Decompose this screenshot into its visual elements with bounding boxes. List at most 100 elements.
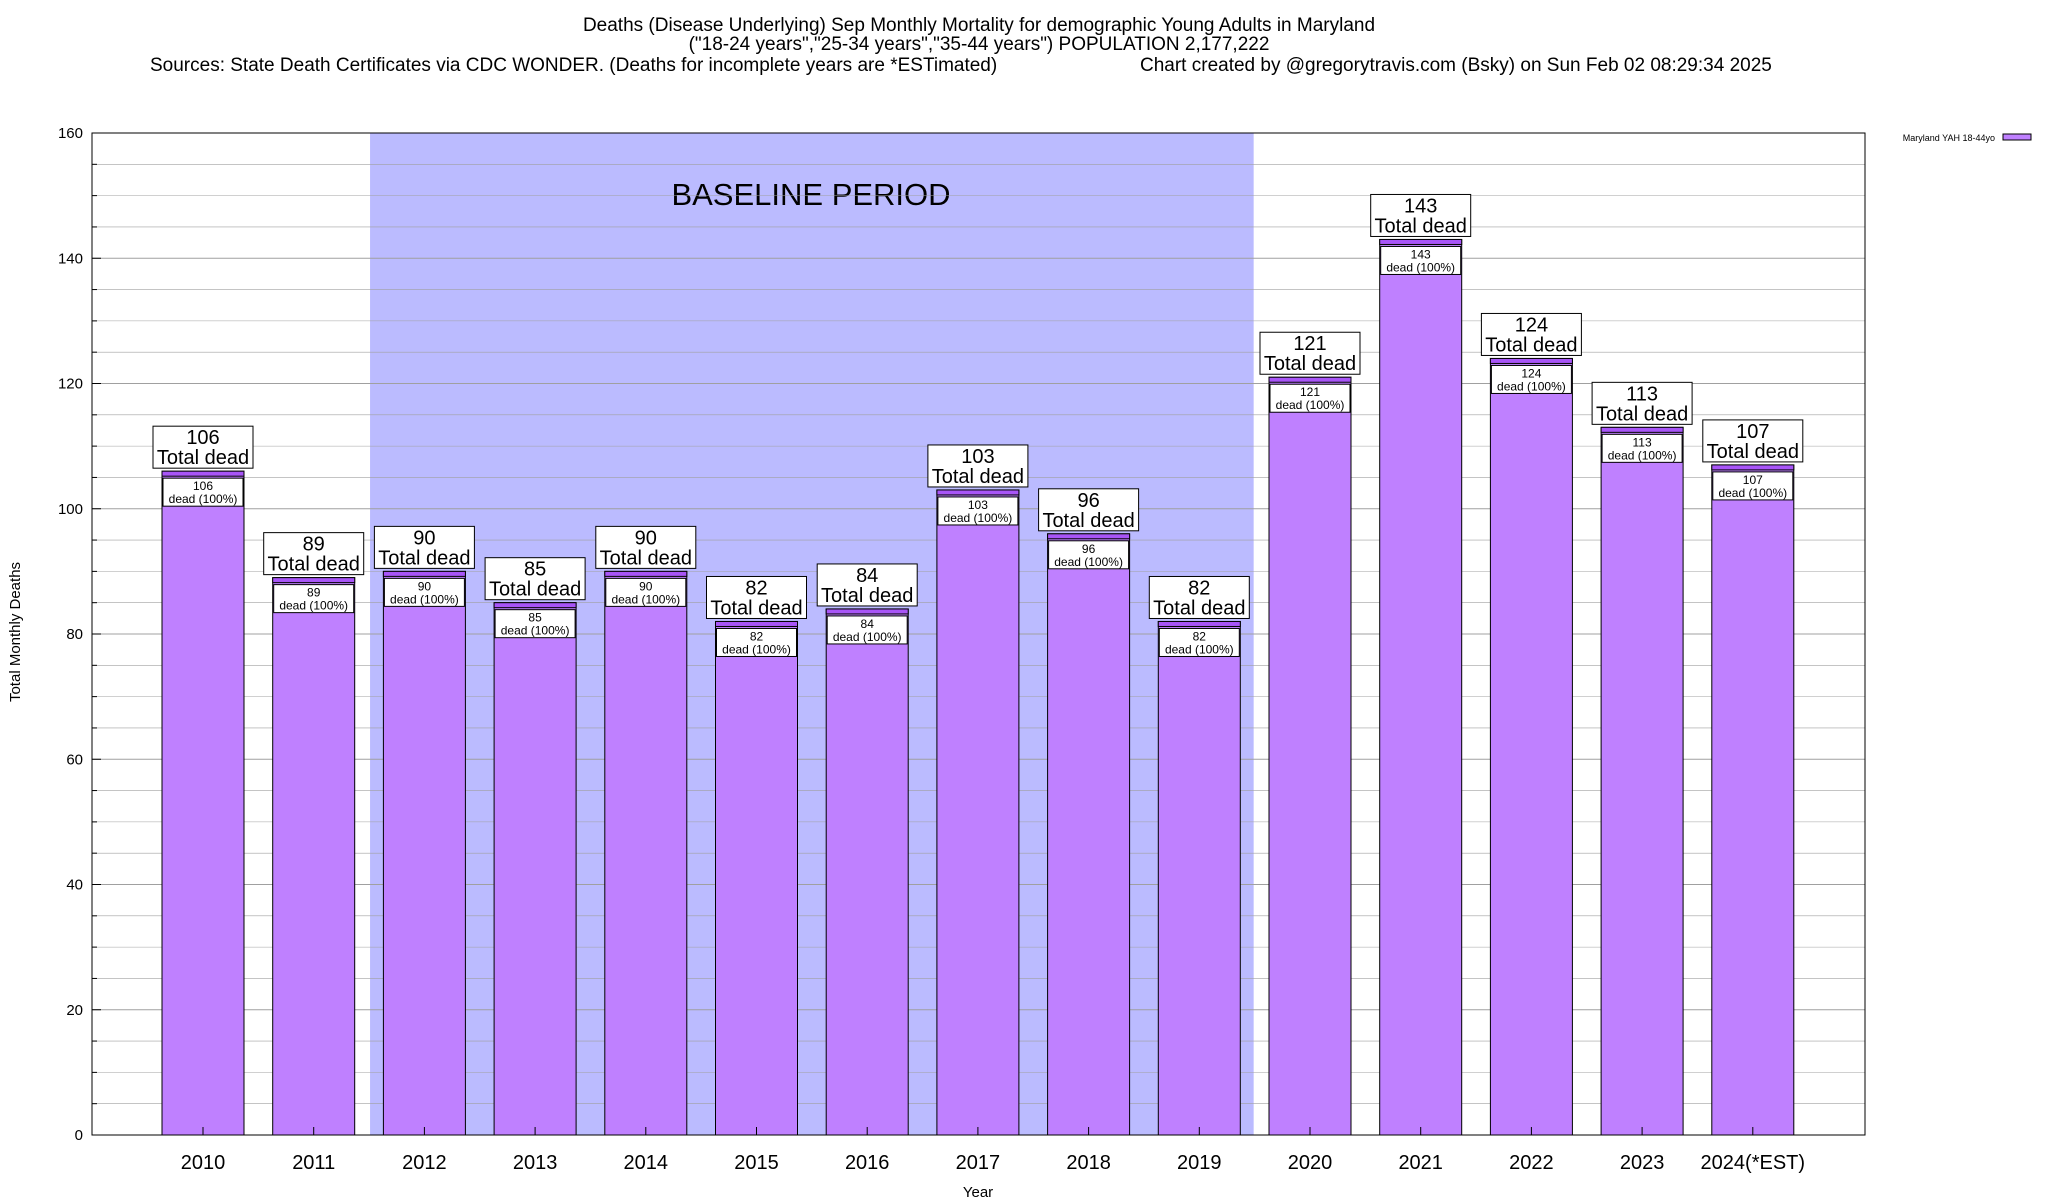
bar-label-box (1038, 488, 1140, 532)
bar-total-label: Total dead (1042, 510, 1134, 532)
x-tick-label: 2010 (181, 1152, 226, 1174)
bar-total-label: Total dead (710, 597, 802, 619)
bar-cap (493, 602, 577, 609)
bar-inner-text: dead (100%) (944, 511, 1013, 525)
chart-source: Sources: State Death Certificates via CD… (150, 55, 997, 76)
y-tick-label: 60 (66, 751, 83, 768)
x-tick-label: 2024(*EST) (1701, 1152, 1806, 1174)
bar-inner-value: 85 (528, 611, 542, 625)
bar-value-label: 90 (635, 527, 657, 549)
bar-inner-label-box (716, 627, 797, 657)
bar-label-box (484, 557, 586, 601)
bar (1489, 357, 1573, 1136)
bar-cap (825, 608, 909, 615)
bar-inner-value: 82 (1193, 629, 1207, 643)
bar-label-box (927, 444, 1029, 488)
bar-inner-text: dead (100%) (833, 630, 902, 644)
bar-label-box (1702, 419, 1804, 463)
bar-inner-label-box (494, 609, 576, 639)
bar-total-label: Total dead (1596, 403, 1688, 425)
bar-inner-value: 121 (1300, 385, 1320, 399)
bar-inner-text: dead (100%) (169, 492, 238, 506)
x-tick-label: 2013 (513, 1152, 558, 1174)
bar-inner-text: dead (100%) (1718, 486, 1787, 500)
x-tick-label: 2015 (734, 1152, 779, 1174)
chart-subtitle: ("18-24 years","25-34 years","35-44 year… (689, 34, 1270, 55)
bar-value-label: 96 (1077, 490, 1099, 512)
bar (1600, 426, 1684, 1136)
bar-total-label: Total dead (1375, 215, 1467, 237)
chart-credit: Chart created by @gregorytravis.com (Bsk… (1140, 55, 1772, 76)
bar-inner-value: 89 (307, 586, 321, 600)
bar-total-label: Total dead (157, 447, 249, 469)
bar (493, 602, 577, 1136)
legend-swatch (2002, 133, 2032, 141)
bar-inner-label-box (1490, 364, 1572, 394)
bar (715, 620, 798, 1136)
x-tick-label: 2021 (1398, 1152, 1443, 1174)
bar-label-box (1148, 575, 1250, 619)
bar-inner-text: dead (100%) (1276, 398, 1345, 412)
bar-inner-label-box (1601, 433, 1683, 463)
bar-inner-value: 82 (750, 629, 764, 643)
x-tick-label: 2011 (292, 1152, 335, 1174)
bar-inner-text: dead (100%) (501, 624, 570, 638)
bar-inner-value: 106 (193, 479, 213, 493)
bar-inner-label-box (1048, 540, 1130, 570)
bar-inner-text: dead (100%) (1608, 448, 1677, 462)
bar (1268, 376, 1352, 1136)
bar-value-label: 89 (303, 534, 325, 556)
bar-cap (1268, 376, 1352, 383)
plot-frame (91, 132, 1866, 1136)
bar (1711, 464, 1795, 1136)
bar-label-box (1370, 193, 1472, 237)
bar-label-box (263, 532, 365, 576)
legend-label: Maryland YAH 18-44yo (1903, 133, 1995, 143)
bar-label-box (706, 575, 807, 619)
y-tick-label: 40 (66, 877, 83, 894)
bar-cap (604, 570, 688, 577)
bar-inner-value: 96 (1082, 542, 1096, 556)
bar-label-box (1591, 381, 1693, 425)
bar-total-label: Total dead (1485, 334, 1577, 356)
x-tick-label: 2022 (1509, 1152, 1554, 1174)
bar-label-box (595, 525, 697, 569)
bar-cap (1489, 357, 1573, 364)
y-tick-label: 20 (66, 1002, 83, 1019)
bar-value-label: 106 (186, 427, 219, 449)
bar-layer (161, 238, 1795, 1136)
bar-value-label: 82 (745, 577, 767, 599)
bar-inner-value: 90 (639, 579, 653, 593)
bar (382, 570, 466, 1136)
x-tick-label: 2016 (845, 1152, 890, 1174)
bar-total-label: Total dead (1707, 441, 1799, 463)
chart-title: Deaths (Disease Underlying) Sep Monthly … (583, 15, 1375, 36)
bar (272, 577, 356, 1136)
y-axis-label: Total Monthly Deaths (7, 562, 24, 702)
bar-label-box (1480, 312, 1582, 356)
bar-value-label: 124 (1515, 314, 1548, 336)
bar-inner-text: dead (100%) (390, 592, 459, 606)
bar-cap (1600, 426, 1684, 433)
bar-label-box (373, 525, 475, 569)
bar-cap (272, 577, 356, 584)
bar-inner-text: dead (100%) (1165, 642, 1234, 656)
bar-cap (1711, 464, 1795, 471)
bar-inner-text: dead (100%) (722, 642, 791, 656)
bar (604, 570, 688, 1136)
bar-inner-label-box (1158, 627, 1240, 657)
bar-value-label: 121 (1293, 333, 1326, 355)
bar-inner-value: 107 (1743, 473, 1763, 487)
x-tick-label: 2019 (1177, 1152, 1222, 1174)
bar-total-label: Total dead (1264, 353, 1356, 375)
bar-value-label: 113 (1626, 383, 1658, 405)
bar-inner-text: dead (100%) (1386, 260, 1455, 274)
y-tick-label: 0 (75, 1127, 83, 1144)
bar-cap (161, 470, 245, 477)
bar-inner-value: 124 (1521, 366, 1541, 380)
x-tick-label: 2012 (402, 1152, 447, 1174)
bar-total-label: Total dead (489, 579, 581, 601)
bar-inner-text: dead (100%) (1497, 379, 1566, 393)
x-axis-label: Year (963, 1184, 993, 1200)
